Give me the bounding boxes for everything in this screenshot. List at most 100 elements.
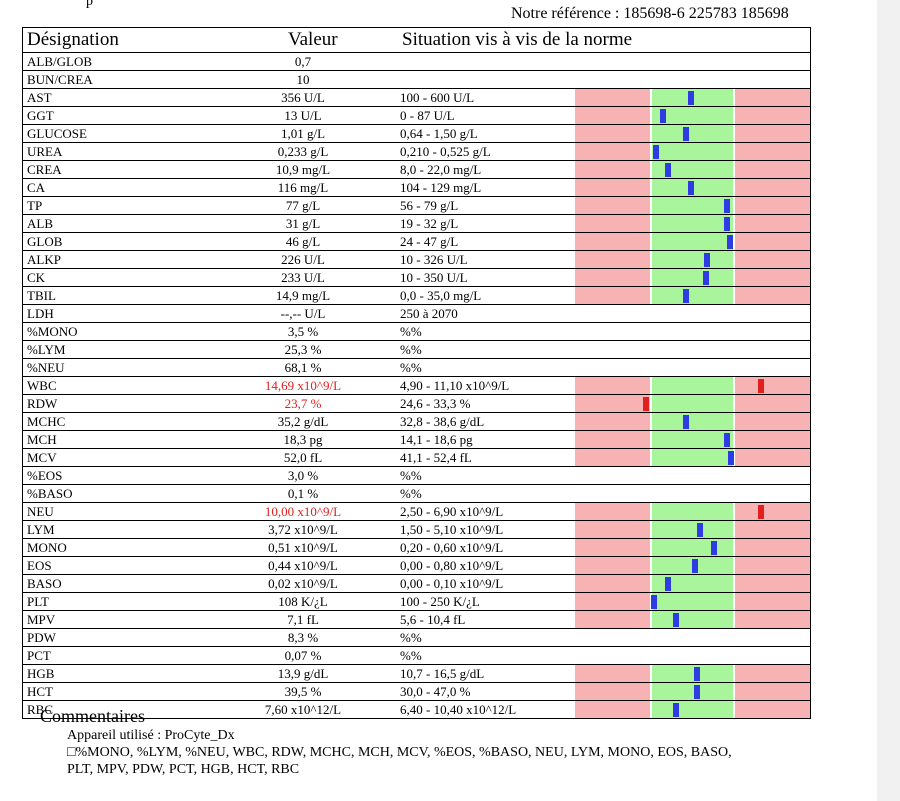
row-norm: 0 - 87 U/L (400, 108, 455, 123)
table-row: MCHC 35,2 g/dL 32,8 - 38,6 g/dL (23, 413, 810, 431)
range-bar (575, 593, 810, 610)
range-high-zone (734, 413, 810, 430)
row-value: 13,9 g/dL (277, 666, 329, 681)
range-separator (650, 377, 652, 394)
range-high-zone (734, 89, 810, 106)
row-value: 3,72 x10^9/L (268, 522, 338, 537)
range-high-zone (734, 521, 810, 538)
value-marker (664, 577, 671, 591)
row-designation: NEU (27, 504, 54, 519)
value-marker (726, 235, 733, 249)
range-high-zone (734, 179, 810, 196)
table-body: ALB/GLOB 0,7 BUN/CREA 10 AST 356 U/L 100 - 600… (23, 53, 810, 718)
range-separator (733, 431, 735, 448)
range-normal-zone (651, 431, 734, 448)
range-normal-zone (651, 593, 734, 610)
range-separator (650, 431, 652, 448)
range-low-zone (575, 431, 651, 448)
value-marker (664, 163, 671, 177)
row-value: 0,02 x10^9/L (268, 576, 338, 591)
value-marker (682, 289, 689, 303)
col-value: Valeur (288, 29, 338, 50)
range-separator (650, 575, 652, 592)
comments-list-line1: □%MONO, %LYM, %NEU, WBC, RDW, MCHC, MCH,… (67, 745, 732, 760)
range-separator (733, 683, 735, 700)
range-bar (575, 197, 810, 214)
row-designation: ALB/GLOB (27, 54, 92, 69)
range-high-zone (734, 701, 810, 718)
value-marker (693, 667, 700, 681)
row-value: 0,44 x10^9/L (268, 558, 338, 573)
range-bar (575, 521, 810, 538)
range-bar (575, 143, 810, 160)
range-separator (650, 611, 652, 628)
range-high-zone (734, 683, 810, 700)
range-high-zone (734, 665, 810, 682)
table-row: MPV 7,1 fL 5,6 - 10,4 fL (23, 611, 810, 629)
range-separator (733, 449, 735, 466)
row-norm: 19 - 32 g/L (400, 216, 459, 231)
range-separator (650, 665, 652, 682)
range-separator (650, 161, 652, 178)
row-designation: %BASO (27, 486, 73, 501)
row-norm: 0,210 - 0,525 g/L (400, 144, 491, 159)
row-designation: WBC (27, 378, 57, 393)
row-norm: 0,00 - 0,10 x10^9/L (400, 576, 504, 591)
row-value: 35,2 g/dL (277, 414, 329, 429)
range-high-zone (734, 503, 810, 520)
header-stub: p (86, 0, 93, 9)
range-bar (575, 503, 810, 520)
comments-list-line2: PLT, MPV, PDW, PCT, HGB, HCT, RBC (67, 762, 300, 777)
row-norm: 24 - 47 g/L (400, 234, 459, 249)
table-row: TP 77 g/L 56 - 79 g/L (23, 197, 810, 215)
range-separator (733, 143, 735, 160)
range-separator (733, 611, 735, 628)
range-separator (733, 593, 735, 610)
range-separator (650, 539, 652, 556)
range-low-zone (575, 557, 651, 574)
table-row: BUN/CREA 10 (23, 71, 810, 89)
row-value: 0,51 x10^9/L (268, 540, 338, 555)
range-separator (733, 287, 735, 304)
table-row: PCT 0,07 %%% (23, 647, 810, 665)
range-bar (575, 251, 810, 268)
row-designation: %EOS (27, 468, 63, 483)
row-designation: AST (27, 90, 52, 105)
row-norm: 0,64 - 1,50 g/L (400, 126, 478, 141)
row-designation: CK (27, 270, 46, 285)
row-designation: GLOB (27, 234, 63, 249)
row-norm: 5,6 - 10,4 fL (400, 612, 466, 627)
range-separator (650, 521, 652, 538)
row-designation: GLUCOSE (27, 126, 87, 141)
range-separator (650, 251, 652, 268)
row-designation: PLT (27, 594, 49, 609)
row-designation: HGB (27, 666, 55, 681)
range-bar (575, 575, 810, 592)
range-normal-zone (651, 125, 734, 142)
table-row: TBIL 14,9 mg/L 0,0 - 35,0 mg/L (23, 287, 810, 305)
row-norm: %% (400, 360, 422, 375)
range-low-zone (575, 683, 651, 700)
range-separator (650, 215, 652, 232)
row-norm: 24,6 - 33,3 % (400, 396, 471, 411)
row-value: 226 U/L (281, 252, 325, 267)
row-value: 46 g/L (285, 234, 321, 249)
table-row: CA 116 mg/L 104 - 129 mg/L (23, 179, 810, 197)
row-norm: %% (400, 630, 422, 645)
range-separator (650, 143, 652, 160)
table-row: %LYM 25,3 %%% (23, 341, 810, 359)
row-value: 356 U/L (281, 90, 325, 105)
row-value: 23,7 % (284, 396, 322, 411)
range-separator (733, 233, 735, 250)
range-separator (733, 395, 735, 412)
row-norm: 30,0 - 47,0 % (400, 684, 471, 699)
range-separator (650, 557, 652, 574)
range-separator (650, 197, 652, 214)
table-row: LDH --,-- U/L 250 à 2070 (23, 305, 810, 323)
table-row: MCV 52,0 fL 41,1 - 52,4 fL (23, 449, 810, 467)
row-designation: %MONO (27, 324, 78, 339)
range-separator (733, 413, 735, 430)
range-high-zone (734, 287, 810, 304)
range-low-zone (575, 521, 651, 538)
range-low-zone (575, 179, 651, 196)
